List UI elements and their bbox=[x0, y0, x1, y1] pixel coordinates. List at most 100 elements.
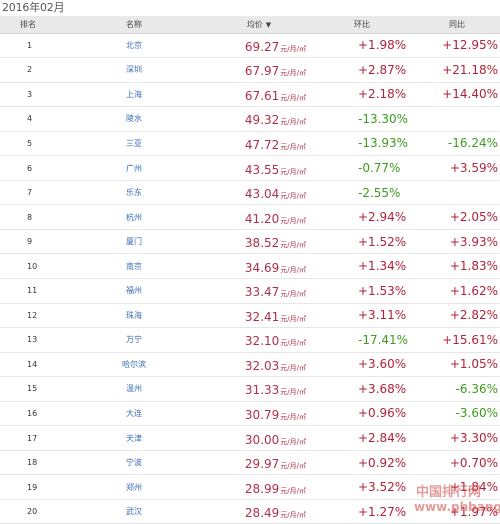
table-row: 5 三亚 47.72元/月/㎡ -13.93% -16.24% bbox=[0, 131, 500, 157]
price-value: 69.27 bbox=[244, 39, 280, 54]
yoy-change-cell: +15.61% bbox=[414, 327, 500, 353]
price-unit: 元/月/㎡ bbox=[280, 511, 306, 520]
city-link[interactable]: 武汉 bbox=[90, 499, 178, 524]
city-link[interactable]: 南京 bbox=[90, 253, 178, 279]
price-ranking-table: 排名 名称 均价 ▼ 环比 同比 1 北京 69.27元/月/㎡ +1.98% +12.9… bbox=[0, 16, 500, 524]
yoy-change-cell: -3.60% bbox=[414, 401, 500, 427]
rank-cell: 5 bbox=[0, 131, 90, 157]
avg-price-column-header[interactable]: 均价 ▼ bbox=[178, 16, 310, 34]
yoy-change-cell: +2.82% bbox=[414, 303, 500, 329]
rank-column-header: 排名 bbox=[0, 16, 90, 34]
mom-change-cell: +1.98% bbox=[310, 33, 414, 59]
table-row: 15 温州 31.33元/月/㎡ +3.68% -6.36% bbox=[0, 376, 500, 402]
city-link[interactable]: 广州 bbox=[90, 155, 178, 181]
table-row: 17 天津 30.00元/月/㎡ +2.84% +3.30% bbox=[0, 425, 500, 451]
city-link[interactable]: 北京 bbox=[90, 33, 178, 59]
city-link[interactable]: 珠海 bbox=[90, 303, 178, 329]
yoy-change-cell: +1.62% bbox=[414, 278, 500, 304]
price-value: 30.00 bbox=[244, 432, 280, 447]
city-link[interactable]: 陵水 bbox=[90, 106, 178, 132]
price-unit: 元/月/㎡ bbox=[280, 118, 306, 127]
mom-change-cell: +0.96% bbox=[310, 401, 414, 427]
city-link[interactable]: 大连 bbox=[90, 401, 178, 427]
table-row: 14 哈尔滨 32.03元/月/㎡ +3.60% +1.05% bbox=[0, 352, 500, 378]
price-value: 30.79 bbox=[244, 407, 280, 422]
table-row: 9 厦门 38.52元/月/㎡ +1.52% +3.93% bbox=[0, 229, 500, 255]
price-value: 32.03 bbox=[244, 358, 280, 373]
mom-change-cell: -13.30% bbox=[310, 106, 414, 132]
mom-change-cell: +2.84% bbox=[310, 425, 414, 451]
city-link[interactable]: 深圳 bbox=[90, 57, 178, 83]
price-value: 67.61 bbox=[244, 88, 280, 103]
rank-cell: 14 bbox=[0, 352, 90, 378]
avg-price-cell: 30.00元/月/㎡ bbox=[178, 425, 310, 451]
avg-price-cell: 28.99元/月/㎡ bbox=[178, 474, 310, 500]
city-link[interactable]: 三亚 bbox=[90, 131, 178, 157]
mom-change-cell: +3.60% bbox=[310, 352, 414, 378]
city-link[interactable]: 上海 bbox=[90, 82, 178, 108]
city-link[interactable]: 温州 bbox=[90, 376, 178, 402]
price-unit: 元/月/㎡ bbox=[280, 142, 306, 151]
watermark-logo-text: 中国排行网 bbox=[416, 485, 482, 500]
sort-desc-icon[interactable]: ▼ bbox=[265, 20, 272, 29]
price-unit: 元/月/㎡ bbox=[280, 216, 306, 225]
mom-change-cell: +3.68% bbox=[310, 376, 414, 402]
mom-change-cell: -17.41% bbox=[310, 327, 414, 353]
table-body: 1 北京 69.27元/月/㎡ +1.98% +12.95% 2 深圳 67.97元/月/㎡ +… bbox=[0, 33, 500, 524]
price-unit: 元/月/㎡ bbox=[280, 363, 306, 372]
avg-price-cell: 29.97元/月/㎡ bbox=[178, 450, 310, 476]
mom-change-cell: +3.11% bbox=[310, 303, 414, 329]
city-link[interactable]: 宁波 bbox=[90, 450, 178, 476]
yoy-change-cell: +21.18% bbox=[414, 57, 500, 83]
mom-change-cell: +2.87% bbox=[310, 57, 414, 83]
table-row: 3 上海 67.61元/月/㎡ +2.18% +14.40% bbox=[0, 82, 500, 108]
table-row: 1 北京 69.27元/月/㎡ +1.98% +12.95% bbox=[0, 33, 500, 59]
city-link[interactable]: 福州 bbox=[90, 278, 178, 304]
price-unit: 元/月/㎡ bbox=[280, 93, 306, 102]
rank-cell: 11 bbox=[0, 278, 90, 304]
price-unit: 元/月/㎡ bbox=[280, 462, 306, 471]
avg-price-cell: 31.33元/月/㎡ bbox=[178, 376, 310, 402]
month-title: 2016年02月 bbox=[2, 1, 65, 14]
city-link[interactable]: 天津 bbox=[90, 425, 178, 451]
mom-change-cell: +1.52% bbox=[310, 229, 414, 255]
avg-price-cell: 32.10元/月/㎡ bbox=[178, 327, 310, 353]
city-link[interactable]: 万宁 bbox=[90, 327, 178, 353]
table-row: 7 乐东 43.04元/月/㎡ -2.55% bbox=[0, 180, 500, 206]
rank-cell: 7 bbox=[0, 180, 90, 206]
city-link[interactable]: 哈尔滨 bbox=[90, 352, 178, 378]
rank-cell: 18 bbox=[0, 450, 90, 476]
rank-cell: 2 bbox=[0, 57, 90, 83]
mom-change-cell: +1.27% bbox=[310, 499, 414, 524]
yoy-change-cell: +2.05% bbox=[414, 204, 500, 230]
yoy-change-cell: +1.83% bbox=[414, 253, 500, 279]
yoy-change-cell: -16.24% bbox=[414, 131, 500, 157]
mom-change-cell: -2.55% bbox=[310, 180, 414, 206]
mom-column-header: 环比 bbox=[310, 16, 414, 34]
city-link[interactable]: 郑州 bbox=[90, 474, 178, 500]
yoy-change-cell: +12.95% bbox=[414, 33, 500, 59]
avg-price-cell: 30.79元/月/㎡ bbox=[178, 401, 310, 427]
yoy-change-cell: +3.93% bbox=[414, 229, 500, 255]
price-value: 33.47 bbox=[244, 285, 280, 300]
city-link[interactable]: 杭州 bbox=[90, 204, 178, 230]
city-link[interactable]: 厦门 bbox=[90, 229, 178, 255]
price-unit: 元/月/㎡ bbox=[280, 437, 306, 446]
rank-cell: 20 bbox=[0, 499, 90, 524]
mom-change-cell: +0.92% bbox=[310, 450, 414, 476]
table-row: 12 珠海 32.41元/月/㎡ +3.11% +2.82% bbox=[0, 303, 500, 329]
price-value: 31.33 bbox=[244, 383, 280, 398]
price-unit: 元/月/㎡ bbox=[280, 44, 306, 53]
yoy-change-cell: +3.30% bbox=[414, 425, 500, 451]
yoy-change-cell: +1.05% bbox=[414, 352, 500, 378]
avg-price-cell: 28.49元/月/㎡ bbox=[178, 499, 310, 524]
city-link[interactable]: 乐东 bbox=[90, 180, 178, 206]
yoy-column-header: 同比 bbox=[414, 16, 500, 34]
rank-cell: 16 bbox=[0, 401, 90, 427]
price-value: 49.32 bbox=[244, 113, 280, 128]
table-row: 6 广州 43.55元/月/㎡ -0.77% +3.59% bbox=[0, 155, 500, 181]
rank-cell: 3 bbox=[0, 82, 90, 108]
price-unit: 元/月/㎡ bbox=[280, 265, 306, 274]
mom-change-cell: +2.18% bbox=[310, 82, 414, 108]
price-value: 34.69 bbox=[244, 260, 280, 275]
